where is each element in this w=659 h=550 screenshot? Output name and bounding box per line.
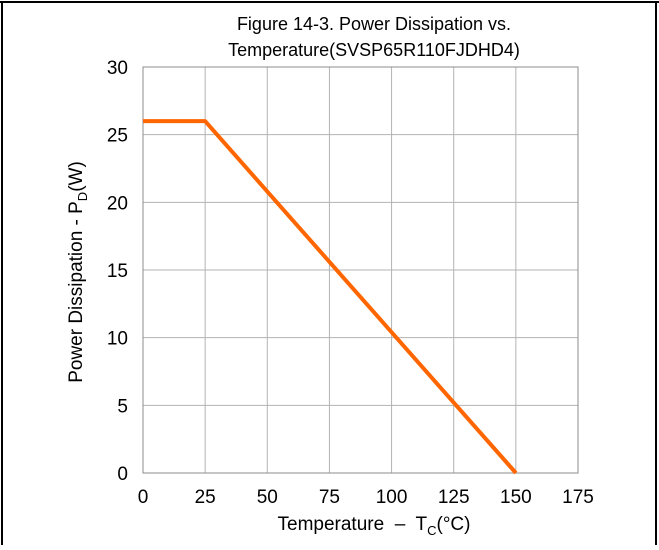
- y-tick-label: 20: [107, 193, 128, 214]
- y-axis-label-main: Power Dissipation - P: [66, 201, 87, 383]
- x-tick-label: 125: [438, 487, 470, 508]
- y-axis-label-sub: D: [75, 192, 90, 201]
- x-tick-label: 25: [195, 487, 216, 508]
- y-tick-label: 5: [117, 396, 128, 417]
- x-tick-label: 175: [562, 487, 594, 508]
- plot-border: [142, 66, 579, 474]
- x-axis-label-main: Temperature – T: [278, 514, 428, 535]
- power-dissipation-line: [143, 119, 518, 475]
- grid: [142, 66, 579, 474]
- y-tick-label: 25: [107, 126, 128, 147]
- y-tick-label: 30: [107, 58, 128, 79]
- y-tick-label: 10: [107, 329, 128, 350]
- y-tick-label: 0: [117, 464, 128, 485]
- x-tick-label: 75: [319, 487, 340, 508]
- x-tick-label: 0: [138, 487, 149, 508]
- y-axis-label-unit: (W): [66, 161, 87, 192]
- x-tick-label: 100: [376, 487, 408, 508]
- chart-title-line1: Figure 14-3. Power Dissipation vs.: [237, 14, 511, 34]
- chart-title-line2: Temperature(SVSP65R110FJDHD4): [228, 40, 520, 60]
- x-tick-label: 50: [257, 487, 278, 508]
- y-axis-label: Power Dissipation - PD(W): [66, 161, 90, 383]
- tick-labels: 0 25 50 75 100 125 150 175 0 5 10 15 20 25 30: [107, 58, 594, 508]
- x-axis-label-unit: (°C): [437, 514, 471, 535]
- series: [143, 119, 518, 475]
- x-tick-label: 150: [500, 487, 532, 508]
- y-tick-label: 15: [107, 261, 128, 282]
- x-axis-label: Temperature – TC(°C): [278, 514, 471, 538]
- x-axis-label-sub: C: [427, 523, 436, 538]
